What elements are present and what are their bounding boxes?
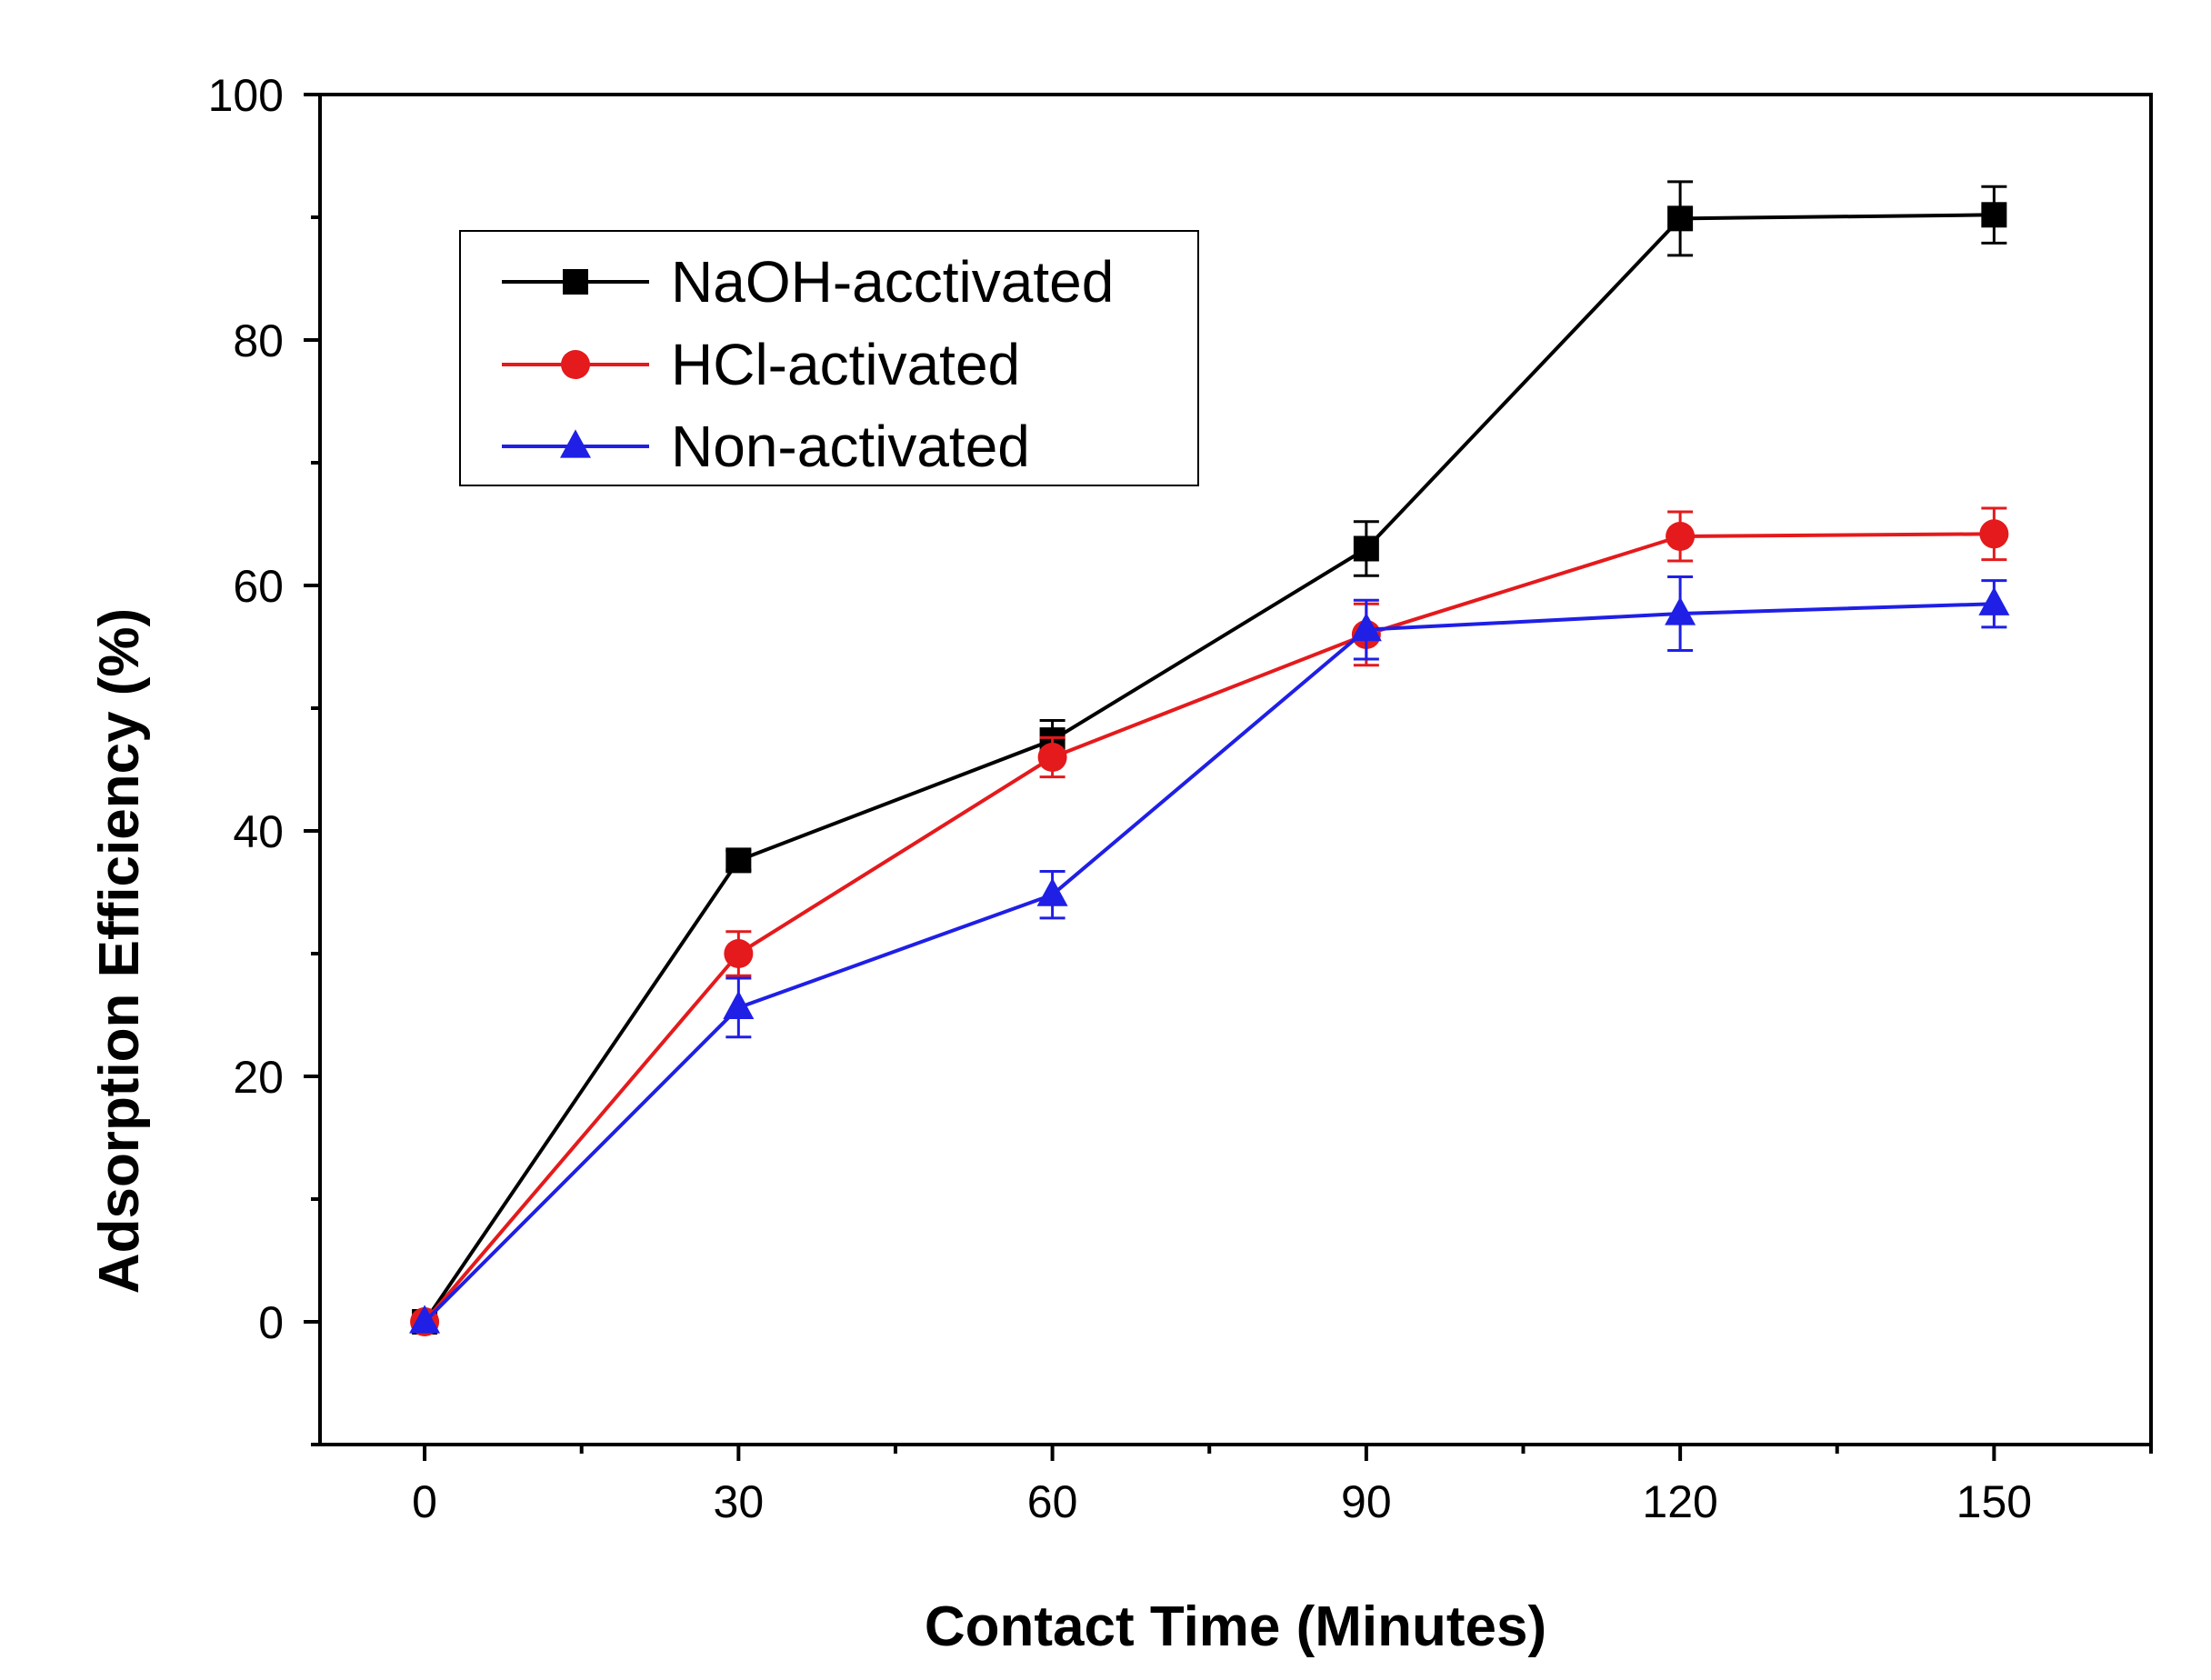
legend-marker-triangle <box>560 429 591 458</box>
data-point-circle <box>724 939 754 968</box>
data-point-square <box>725 847 752 874</box>
plot-frame <box>318 93 2153 1446</box>
data-point-circle <box>1666 522 1696 551</box>
data-point-circle <box>1979 519 2009 549</box>
series-circle <box>410 506 2009 1336</box>
series-line <box>423 602 1995 1324</box>
x-tick-label: 90 <box>1341 1476 1392 1527</box>
legend-marker-square <box>563 269 588 295</box>
y-tick-label: 80 <box>233 315 284 366</box>
y-axis-title: Adsorption Efficiency (%) <box>88 608 151 1294</box>
y-tick-label: 20 <box>233 1052 284 1103</box>
x-tick-label: 30 <box>714 1476 765 1527</box>
data-point-square <box>1353 535 1379 562</box>
legend-label: HCl-activated <box>671 332 1020 397</box>
legend-label: Non-activated <box>671 414 1030 479</box>
series-line <box>423 532 1995 1324</box>
x-tick-label: 60 <box>1027 1476 1078 1527</box>
x-tick-label: 150 <box>1956 1476 2032 1527</box>
y-tick-label: 0 <box>258 1297 284 1348</box>
data-point-triangle <box>1350 613 1382 642</box>
data-point-triangle <box>723 990 755 1019</box>
series-line <box>423 213 1995 1324</box>
data-point-triangle <box>1036 877 1068 906</box>
data-point-triangle <box>1665 596 1696 625</box>
legend-label: NaOH-acctivated <box>671 249 1114 315</box>
y-tick-label: 40 <box>233 806 284 857</box>
x-axis-title: Contact Time (Minutes) <box>925 1595 1546 1658</box>
data-point-triangle <box>1978 586 2010 615</box>
y-tick-label: 100 <box>208 70 284 121</box>
data-point-square <box>1667 205 1694 232</box>
data-point-triangle <box>409 1305 441 1334</box>
y-tick-label: 60 <box>233 561 284 612</box>
series-triangle <box>409 575 2010 1334</box>
data-point-square <box>1981 202 2007 228</box>
legend-marker-circle <box>561 350 590 379</box>
x-tick-label: 120 <box>1642 1476 1717 1527</box>
data-point-circle <box>1037 743 1067 772</box>
x-tick-label: 0 <box>412 1476 437 1527</box>
